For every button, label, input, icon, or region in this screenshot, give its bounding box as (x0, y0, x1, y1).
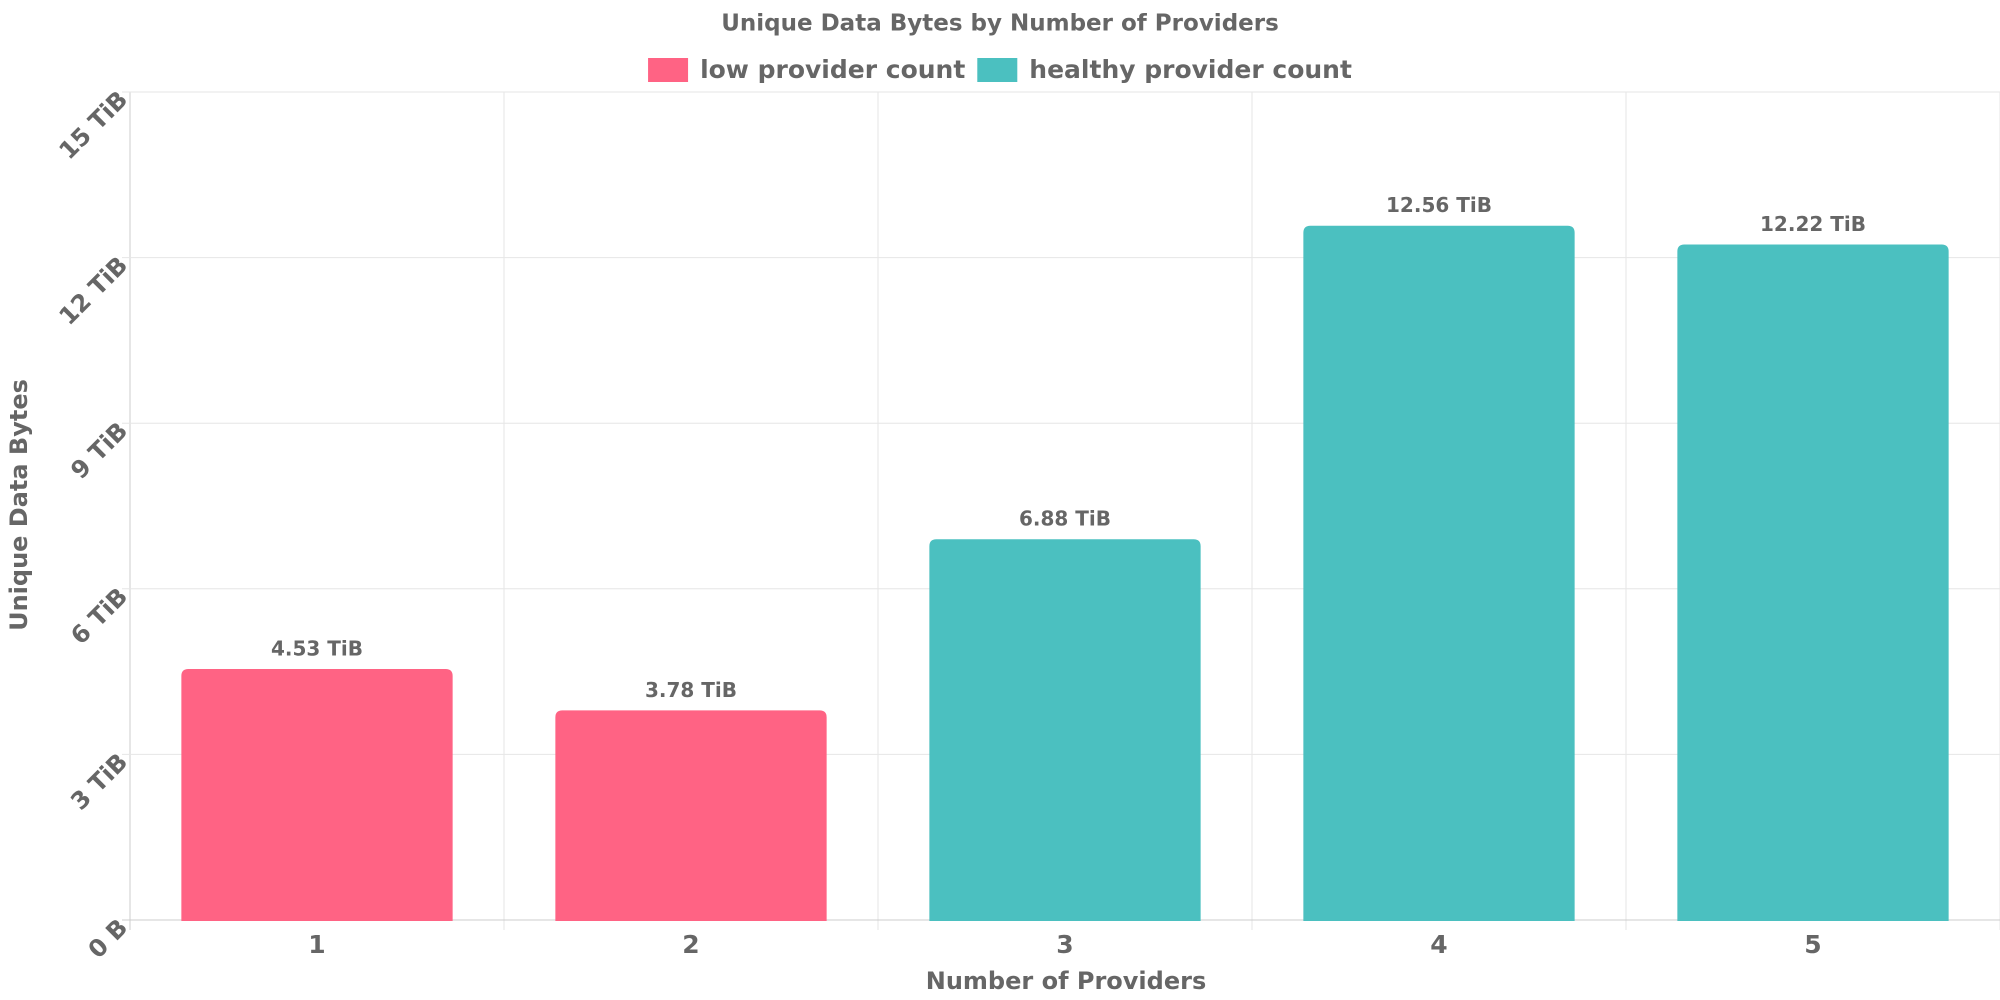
bar (1303, 225, 1575, 921)
y-tick-label: 12 TiB (54, 251, 134, 331)
legend-swatch (648, 58, 689, 82)
legend-label: healthy provider count (1029, 55, 1352, 84)
chart-title: Unique Data Bytes by Number of Providers (721, 11, 1279, 37)
x-tick-label: 2 (682, 930, 699, 959)
bar (181, 668, 453, 921)
bar (1677, 244, 1949, 921)
x-tick-label: 5 (1804, 930, 1821, 959)
y-axis-label: Unique Data Bytes (5, 379, 33, 631)
legend-label: low provider count (700, 55, 965, 84)
bar (929, 539, 1201, 921)
y-tick-label: 6 TiB (65, 582, 133, 650)
x-tick-label: 3 (1056, 930, 1073, 959)
y-tick-label: 0 B (83, 913, 133, 963)
data-label: 12.56 TiB (1386, 193, 1492, 217)
y-tick-label: 3 TiB (65, 748, 133, 816)
legend-swatch (977, 58, 1018, 82)
y-tick-label: 15 TiB (54, 85, 134, 165)
data-label: 3.78 TiB (645, 678, 737, 702)
x-tick-label: 1 (308, 930, 325, 959)
bar (555, 710, 827, 921)
data-label: 4.53 TiB (271, 636, 363, 660)
data-label: 6.88 TiB (1019, 507, 1111, 531)
x-tick-label: 4 (1430, 930, 1447, 959)
x-axis-label: Number of Providers (926, 967, 1206, 995)
data-label: 12.22 TiB (1760, 212, 1866, 236)
y-tick-label: 9 TiB (65, 417, 133, 485)
